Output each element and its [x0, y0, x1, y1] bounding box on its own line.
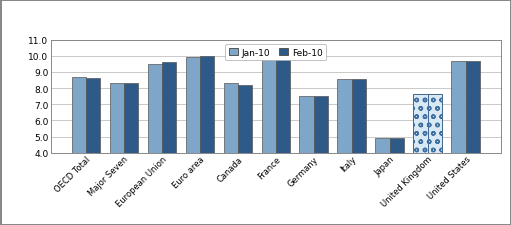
Bar	[72, 77, 86, 153]
Bar	[352, 80, 366, 153]
Bar	[148, 65, 162, 153]
Bar	[413, 94, 428, 153]
Bar	[124, 84, 138, 153]
Bar	[337, 80, 352, 153]
Bar	[86, 79, 101, 153]
Bar	[451, 61, 466, 153]
Bar	[390, 139, 404, 153]
Bar	[162, 63, 176, 153]
Bar	[376, 139, 390, 153]
Bar	[276, 55, 290, 153]
Bar	[262, 56, 276, 153]
Bar	[413, 94, 428, 153]
Bar	[314, 97, 329, 153]
Bar	[185, 58, 200, 153]
Bar	[428, 94, 443, 153]
Legend: Jan-10, Feb-10: Jan-10, Feb-10	[225, 45, 327, 61]
Bar	[466, 61, 480, 153]
Bar	[109, 84, 124, 153]
Bar	[428, 94, 443, 153]
Bar	[200, 56, 215, 153]
Bar	[238, 86, 252, 153]
Bar	[299, 97, 314, 153]
Bar	[223, 84, 238, 153]
